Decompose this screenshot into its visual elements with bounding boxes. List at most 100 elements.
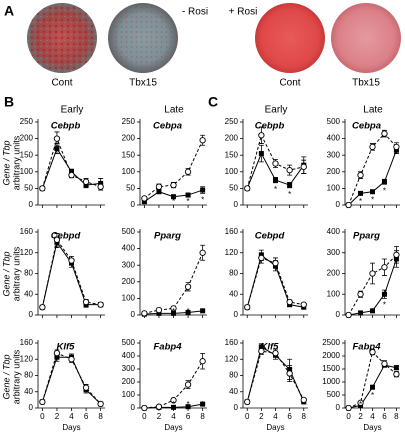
y-tick-label: 100 (327, 289, 341, 298)
marker (345, 404, 352, 412)
marker (300, 396, 307, 404)
marker (357, 399, 364, 406)
significance-mark: * (187, 197, 190, 206)
y-tick-label: 500 (327, 390, 341, 399)
marker (345, 311, 352, 319)
marker (155, 183, 163, 190)
x-tick-label: 8 (200, 412, 205, 421)
y-tick-label: 40 (229, 387, 238, 396)
y-tick-label: 500 (122, 338, 136, 347)
y-tick-label: 300 (122, 364, 136, 373)
marker (244, 304, 251, 311)
marker (141, 404, 148, 412)
chart: 0 100 200 300 400 500 Cebpa * * * (327, 117, 400, 209)
dish (255, 3, 325, 73)
marker (155, 306, 163, 314)
chart-title: Cebpa (352, 121, 381, 132)
marker (369, 270, 376, 277)
y-axis-label: arbitrary units (11, 246, 21, 301)
y-tick-label: 160 (225, 338, 239, 347)
x-tick-label: 8 (394, 412, 399, 421)
chart-title: Pparg (154, 231, 181, 242)
marker (155, 403, 163, 410)
x-tick-label: 0 (40, 412, 45, 421)
marker (39, 185, 46, 192)
marker (171, 404, 176, 410)
x-tick-label: 4 (370, 412, 375, 421)
marker (393, 365, 399, 371)
y-tick-label: 160 (20, 227, 34, 236)
significance-mark: * (371, 307, 374, 316)
x-tick-label: 8 (302, 412, 307, 421)
y-tick-label: 1500 (322, 364, 340, 373)
dish (108, 3, 178, 73)
group-title: - Rosi (182, 7, 208, 18)
y-tick-label: 300 (327, 150, 341, 159)
marker (185, 310, 191, 316)
significance-mark: * (172, 400, 175, 409)
marker (156, 189, 162, 195)
marker (357, 291, 364, 298)
chart-title: Klf5 (57, 342, 76, 353)
column-title: Late (363, 105, 383, 116)
significance-mark: * (383, 301, 386, 310)
chart: 0 50 100 150 200 250 Cebpa * * * (122, 117, 207, 209)
series-line (41, 238, 101, 308)
y-tick-label: 0 (29, 403, 34, 412)
marker (171, 310, 176, 316)
significance-mark: * (172, 197, 175, 206)
y-tick-label: 80 (24, 371, 33, 380)
chart: 0 100 200 300 400 500 0 2 4 6 8 Days Fabp4 * * * (122, 338, 207, 432)
marker (381, 179, 387, 185)
marker (53, 236, 61, 243)
y-tick-label: 100 (327, 184, 341, 193)
chart: 0 50 100 150 200 250 Cebpb (20, 117, 105, 209)
marker (185, 404, 191, 410)
marker (273, 177, 278, 183)
x-tick-label: 6 (186, 412, 191, 421)
significance-mark: * (187, 400, 190, 409)
marker (345, 201, 352, 209)
marker (272, 350, 279, 357)
chart: 0 100 200 300 400 Pparg * * (327, 227, 400, 319)
x-tick-label: 2 (259, 412, 264, 421)
y-tick-label: 1000 (322, 377, 340, 386)
y-tick-label: 200 (122, 134, 136, 143)
y-tick-label: 120 (225, 248, 239, 257)
marker (286, 166, 293, 174)
y-tick-label: 40 (229, 289, 238, 298)
x-axis-label: Days (62, 423, 80, 432)
panel-label: B (4, 94, 14, 110)
marker (199, 358, 206, 365)
marker (184, 381, 192, 388)
marker (68, 356, 75, 363)
y-tick-label: 80 (229, 269, 238, 278)
marker (82, 384, 90, 391)
marker (184, 168, 192, 175)
y-tick-label: 500 (327, 117, 341, 126)
marker (156, 310, 162, 316)
marker (369, 348, 376, 356)
y-tick-label: 500 (122, 227, 136, 236)
y-tick-label: 120 (20, 354, 34, 363)
significance-mark: * (201, 307, 204, 316)
y-tick-label: 250 (122, 117, 136, 126)
marker (200, 401, 206, 407)
x-axis-label: Days (164, 423, 182, 432)
y-tick-label: 120 (20, 248, 34, 257)
marker (141, 195, 148, 202)
y-tick-label: 400 (327, 227, 341, 236)
chart: 0 40 80 120 160 Cebpd (225, 227, 308, 319)
chart: 0 50 100 150 200 250 Cebpb * * (225, 117, 308, 209)
y-tick-label: 80 (24, 269, 33, 278)
y-tick-label: 0 (29, 200, 34, 209)
chart-title: Fabp4 (353, 342, 382, 353)
y-tick-label: 150 (225, 150, 239, 159)
dish (331, 3, 401, 73)
y-tick-label: 0 (131, 310, 136, 319)
marker (53, 350, 61, 357)
y-tick-label: 250 (20, 117, 34, 126)
y-tick-label: 0 (336, 403, 341, 412)
marker (39, 304, 46, 311)
